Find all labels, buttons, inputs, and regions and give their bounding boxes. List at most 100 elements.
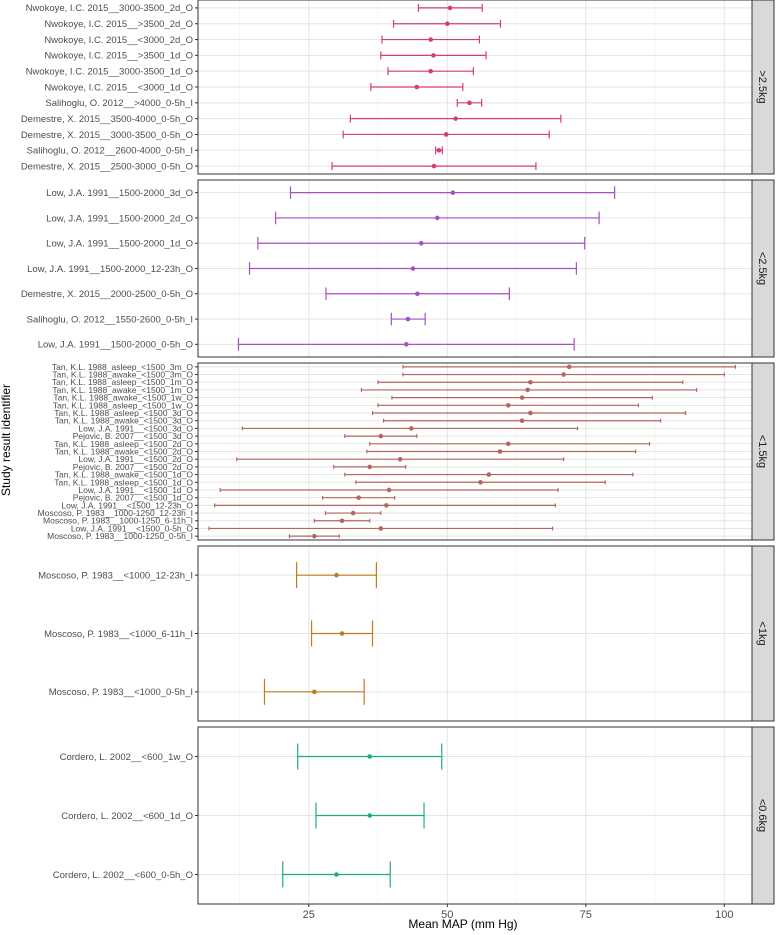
- mean-point: [367, 464, 373, 470]
- strip-background: [751, 362, 775, 541]
- strip-label: >2.5kg: [756, 70, 768, 103]
- mean-point: [453, 116, 458, 121]
- mean-point: [397, 456, 403, 462]
- mean-point: [339, 631, 345, 636]
- y-tick-label: Demestre, X. 2015__3500-4000_0-5h_O: [21, 114, 193, 125]
- y-axis-title: Study result identifier: [0, 384, 13, 496]
- mean-point: [505, 441, 511, 447]
- mean-point: [312, 689, 317, 695]
- y-tick-label: Low, J.A. 1991__<1500_2d_O: [78, 454, 193, 464]
- y-tick-label: Low, J.A. 1991__1500-2000_3d_O: [46, 188, 193, 199]
- y-tick-label: Demestre, X. 2015__2500-3000_0-5h_O: [21, 161, 193, 172]
- mean-point: [436, 147, 442, 153]
- mean-point: [428, 37, 433, 42]
- y-tick-label: Low, J.A. 1991__<1500_3d_O: [78, 423, 193, 433]
- mean-point: [478, 479, 483, 485]
- y-tick-label: Nwokoye, I.C. 2015__>3500_1d_O: [44, 51, 193, 62]
- y-tick-label: Pejovic, B. 2007__<1500_1d_O: [73, 493, 194, 503]
- y-tick-label: Moscoso, P. 1983__<1000_0-5h_I: [49, 687, 193, 698]
- mean-point: [505, 403, 511, 408]
- y-tick-label: Moscoso, P. 1983__1000-1250_6-11h_I: [43, 516, 193, 526]
- mean-point: [561, 372, 566, 377]
- x-tick-label: 50: [441, 909, 453, 921]
- y-tick-label: Nwokoye, I.C. 2015__<3000_2d_O: [44, 35, 193, 46]
- strip-label: <0.6kg: [756, 799, 768, 832]
- strip-label: <1.5kg: [756, 435, 768, 468]
- y-tick-label: Low, J.A. 1991__1500-2000_2d_O: [46, 213, 193, 224]
- panels-layer: Nwokoye, I.C. 2015__3000-3500_2d_O Nwokoy…: [21, 0, 775, 921]
- y-tick-label: Cordero, L. 2002__<600_1d_O: [61, 811, 193, 822]
- panel-0: Nwokoye, I.C. 2015__3000-3500_2d_O Nwokoy…: [21, 0, 775, 175]
- y-tick-label: Cordero, L. 2002__<600_1w_O: [60, 752, 193, 763]
- y-tick-label: Nwokoye, I.C. 2015__>3500_2d_O: [44, 19, 193, 30]
- strip-background: [751, 0, 775, 175]
- mean-point: [418, 240, 424, 246]
- strip-background: [751, 726, 775, 905]
- y-tick-label: Moscoso, P. 1983__1000-1250_12-23h_I: [38, 508, 193, 518]
- y-tick-label: Low, J.A. 1991__1500-2000_1d_O: [46, 239, 193, 250]
- y-tick-label: Cordero, L. 2002__<600_0-5h_O: [53, 870, 193, 881]
- y-tick-label: Tan, K.L. 1988_awake_<1500_1d_O: [55, 470, 194, 480]
- mean-point: [367, 813, 373, 818]
- y-tick-label: Pejovic, B. 2007__<1500_2d_O: [73, 462, 194, 472]
- mean-point: [497, 449, 503, 454]
- y-tick-label: Tan, K.L. 1988_asleep_<1500_1d_O: [54, 477, 193, 487]
- y-tick-label: Tan, K.L. 1988_awake_<1500_1w_O: [53, 393, 193, 403]
- y-tick-label: Moscoso, P. 1983__1000-1250_0-5h_I: [47, 531, 193, 541]
- x-tick-label: 100: [715, 909, 733, 921]
- mean-point: [384, 503, 389, 508]
- mean-point: [428, 68, 433, 74]
- y-tick-label: Low, J.A. 1991__<1500_12-23h_O: [61, 500, 193, 510]
- y-tick-label: Moscoso, P. 1983__<1000_6-11h_I: [44, 629, 193, 640]
- mean-point: [415, 291, 420, 297]
- y-tick-label: Moscoso, P. 1983__<1000_12-23h_I: [38, 570, 193, 581]
- y-tick-label: Pejovic, B. 2007__<1500_3d_O: [73, 431, 194, 441]
- mean-point: [431, 163, 437, 169]
- mean-point: [356, 495, 361, 500]
- mean-point: [410, 266, 416, 271]
- y-tick-label: Salihoglu, O. 2012__2600-4000_0-5h_I: [27, 146, 193, 157]
- y-tick-label: Tan, K.L. 1988_awake_<1500_3m_O: [52, 370, 193, 380]
- mean-point: [408, 426, 414, 431]
- mean-point: [312, 533, 317, 539]
- y-tick-label: Low, J.A. 1991__<1500_1d_O: [78, 485, 193, 495]
- strip-background: [751, 545, 775, 722]
- strip-label: <2.5kg: [756, 252, 768, 285]
- y-tick-label: Low, J.A. 1991__1500-2000_0-5h_O: [38, 340, 193, 351]
- mean-point: [450, 190, 456, 195]
- mean-point: [519, 418, 525, 424]
- mean-point: [566, 364, 572, 370]
- y-tick-label: Salihoglu, O. 2012__>4000_0-5h_I: [45, 98, 193, 109]
- y-tick-label: Tan, K.L. 1988_asleep_<1500_3m_O: [52, 362, 193, 372]
- strip-background: [751, 179, 775, 358]
- mean-point: [519, 395, 525, 400]
- mean-point: [350, 510, 356, 516]
- y-tick-label: Nwokoye, I.C. 2015__3000-3500_1d_O: [26, 67, 193, 78]
- mean-point: [378, 433, 384, 439]
- mean-point: [405, 316, 411, 322]
- mean-point: [467, 100, 472, 106]
- mean-point: [386, 487, 392, 493]
- mean-point: [334, 572, 339, 578]
- mean-point: [339, 518, 345, 524]
- y-tick-label: Tan, K.L. 1988_asleep_<1500_1m_O: [52, 377, 193, 387]
- mean-point: [431, 53, 436, 58]
- panel-3: Moscoso, P. 1983__<1000_12-23h_I Moscoso,…: [38, 545, 775, 722]
- y-tick-label: Demestre, X. 2015__3000-3500_0-5h_O: [21, 130, 193, 141]
- x-axis-title: Mean MAP (mm Hg): [408, 917, 517, 931]
- y-tick-label: Tan, K.L. 1988_asleep_<1500_3d_O: [54, 408, 193, 418]
- y-tick-label: Low, J.A. 1991__1500-2000_12-23h_O: [27, 264, 193, 275]
- mean-point: [528, 379, 533, 385]
- panel-1: Low, J.A. 1991__1500-2000_3d_O Low, J.A. …: [21, 179, 775, 358]
- x-tick-label: 25: [303, 909, 315, 921]
- y-tick-label: Salihoglu, O. 2012__1550-2600_0-5h_I: [27, 314, 193, 325]
- y-tick-label: Tan, K.L. 1988_awake_<1500_3d_O: [55, 416, 194, 426]
- mean-point: [367, 754, 373, 759]
- mean-point: [435, 215, 440, 221]
- mean-point: [404, 342, 409, 347]
- mean-point: [486, 472, 492, 477]
- y-tick-label: Tan, K.L. 1988_awake_<1500_1m_O: [52, 385, 193, 395]
- x-tick-label: 75: [580, 909, 592, 921]
